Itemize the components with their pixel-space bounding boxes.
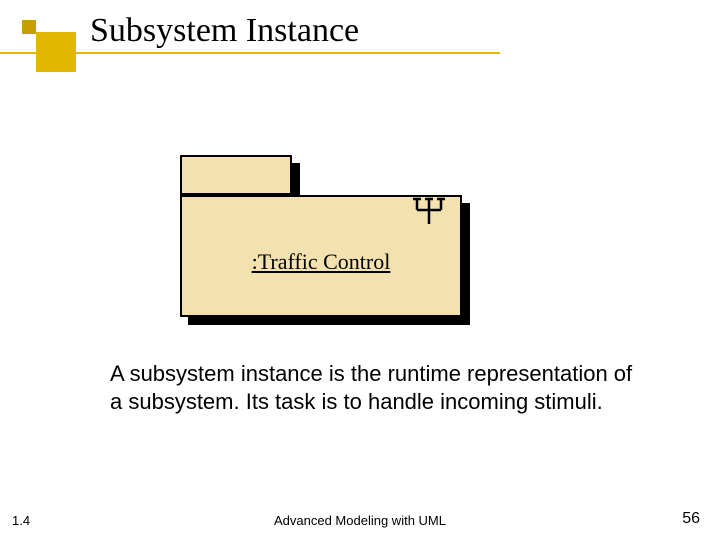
package-tab <box>180 155 292 195</box>
uml-package-diagram: :Traffic Control <box>180 155 470 330</box>
package-body: :Traffic Control <box>180 195 462 317</box>
subsystem-fork-icon <box>412 196 446 224</box>
decor-small-square <box>22 20 36 34</box>
body-paragraph: A subsystem instance is the runtime repr… <box>110 360 650 415</box>
title-rule <box>0 52 500 54</box>
title-row: Subsystem Instance <box>0 8 720 68</box>
footer-page-number: 56 <box>682 510 700 528</box>
package-instance-label: :Traffic Control <box>182 249 460 275</box>
footer-title: Advanced Modeling with UML <box>0 513 720 528</box>
slide-title: Subsystem Instance <box>90 12 359 50</box>
